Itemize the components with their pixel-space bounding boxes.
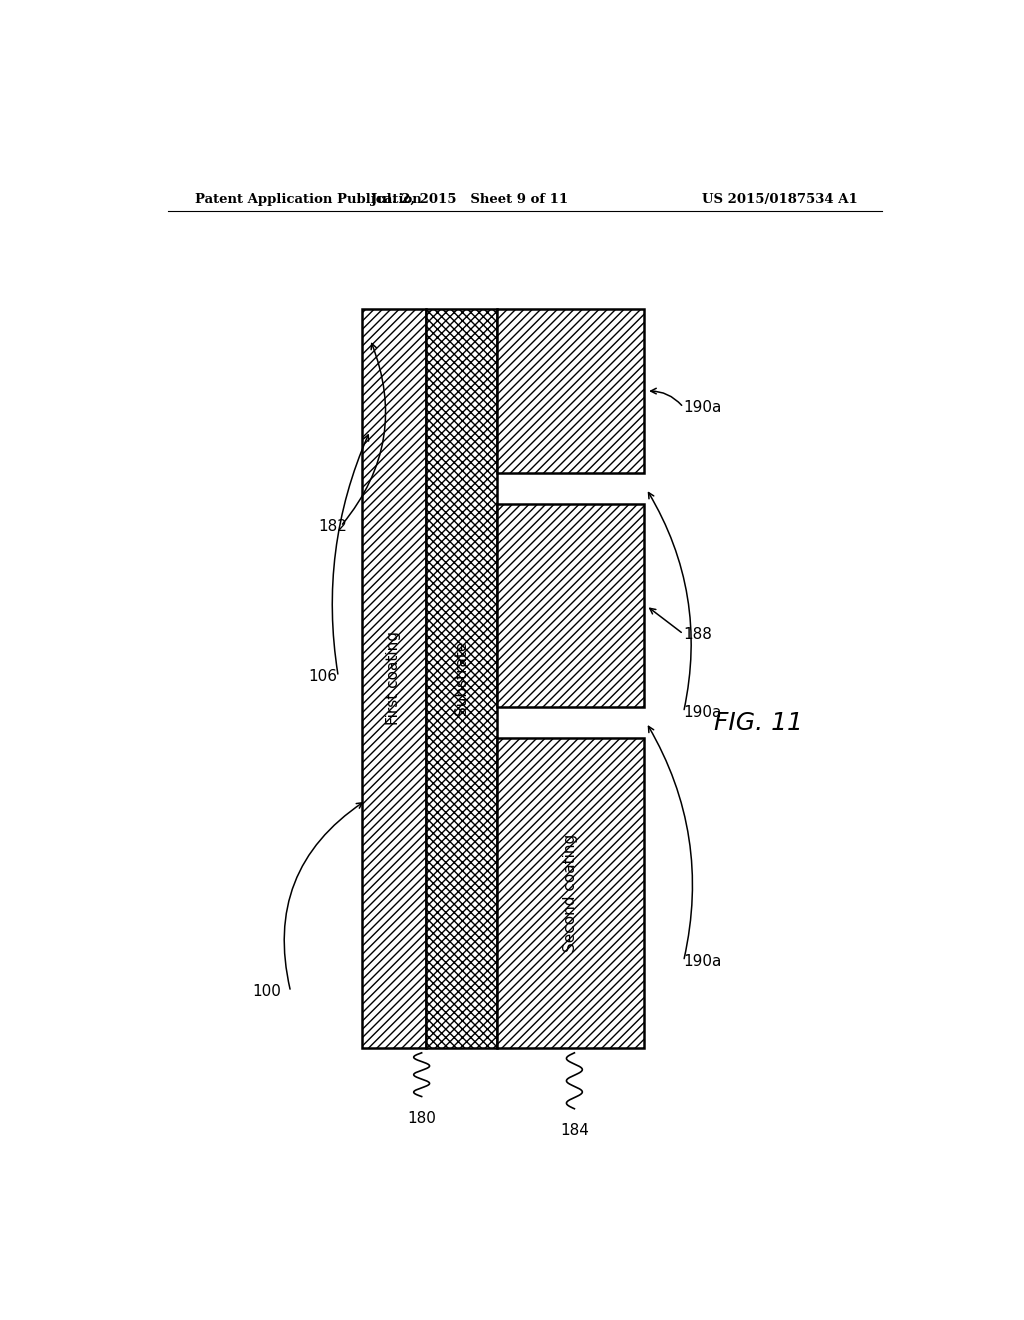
Text: 188: 188 xyxy=(563,591,578,620)
Text: Second coating: Second coating xyxy=(563,834,578,952)
Text: 188: 188 xyxy=(684,627,713,642)
Text: Substrate: Substrate xyxy=(454,642,469,715)
Text: 106: 106 xyxy=(308,669,337,684)
Bar xyxy=(497,504,644,708)
Bar xyxy=(426,309,497,1048)
Bar xyxy=(497,309,644,474)
Text: 184: 184 xyxy=(560,1123,589,1138)
Text: US 2015/0187534 A1: US 2015/0187534 A1 xyxy=(702,193,858,206)
Bar xyxy=(362,309,426,1048)
Text: FIG. 11: FIG. 11 xyxy=(715,710,804,734)
Text: Patent Application Publication: Patent Application Publication xyxy=(196,193,422,206)
Text: 190a: 190a xyxy=(684,705,722,719)
Text: 190a: 190a xyxy=(684,400,722,414)
Text: Jul. 2, 2015   Sheet 9 of 11: Jul. 2, 2015 Sheet 9 of 11 xyxy=(371,193,568,206)
Text: 182: 182 xyxy=(318,519,347,533)
Text: 180: 180 xyxy=(408,1110,436,1126)
Text: First coating: First coating xyxy=(386,631,401,725)
Bar xyxy=(497,738,644,1048)
Text: 190a: 190a xyxy=(684,954,722,969)
Text: 100: 100 xyxy=(253,985,282,999)
